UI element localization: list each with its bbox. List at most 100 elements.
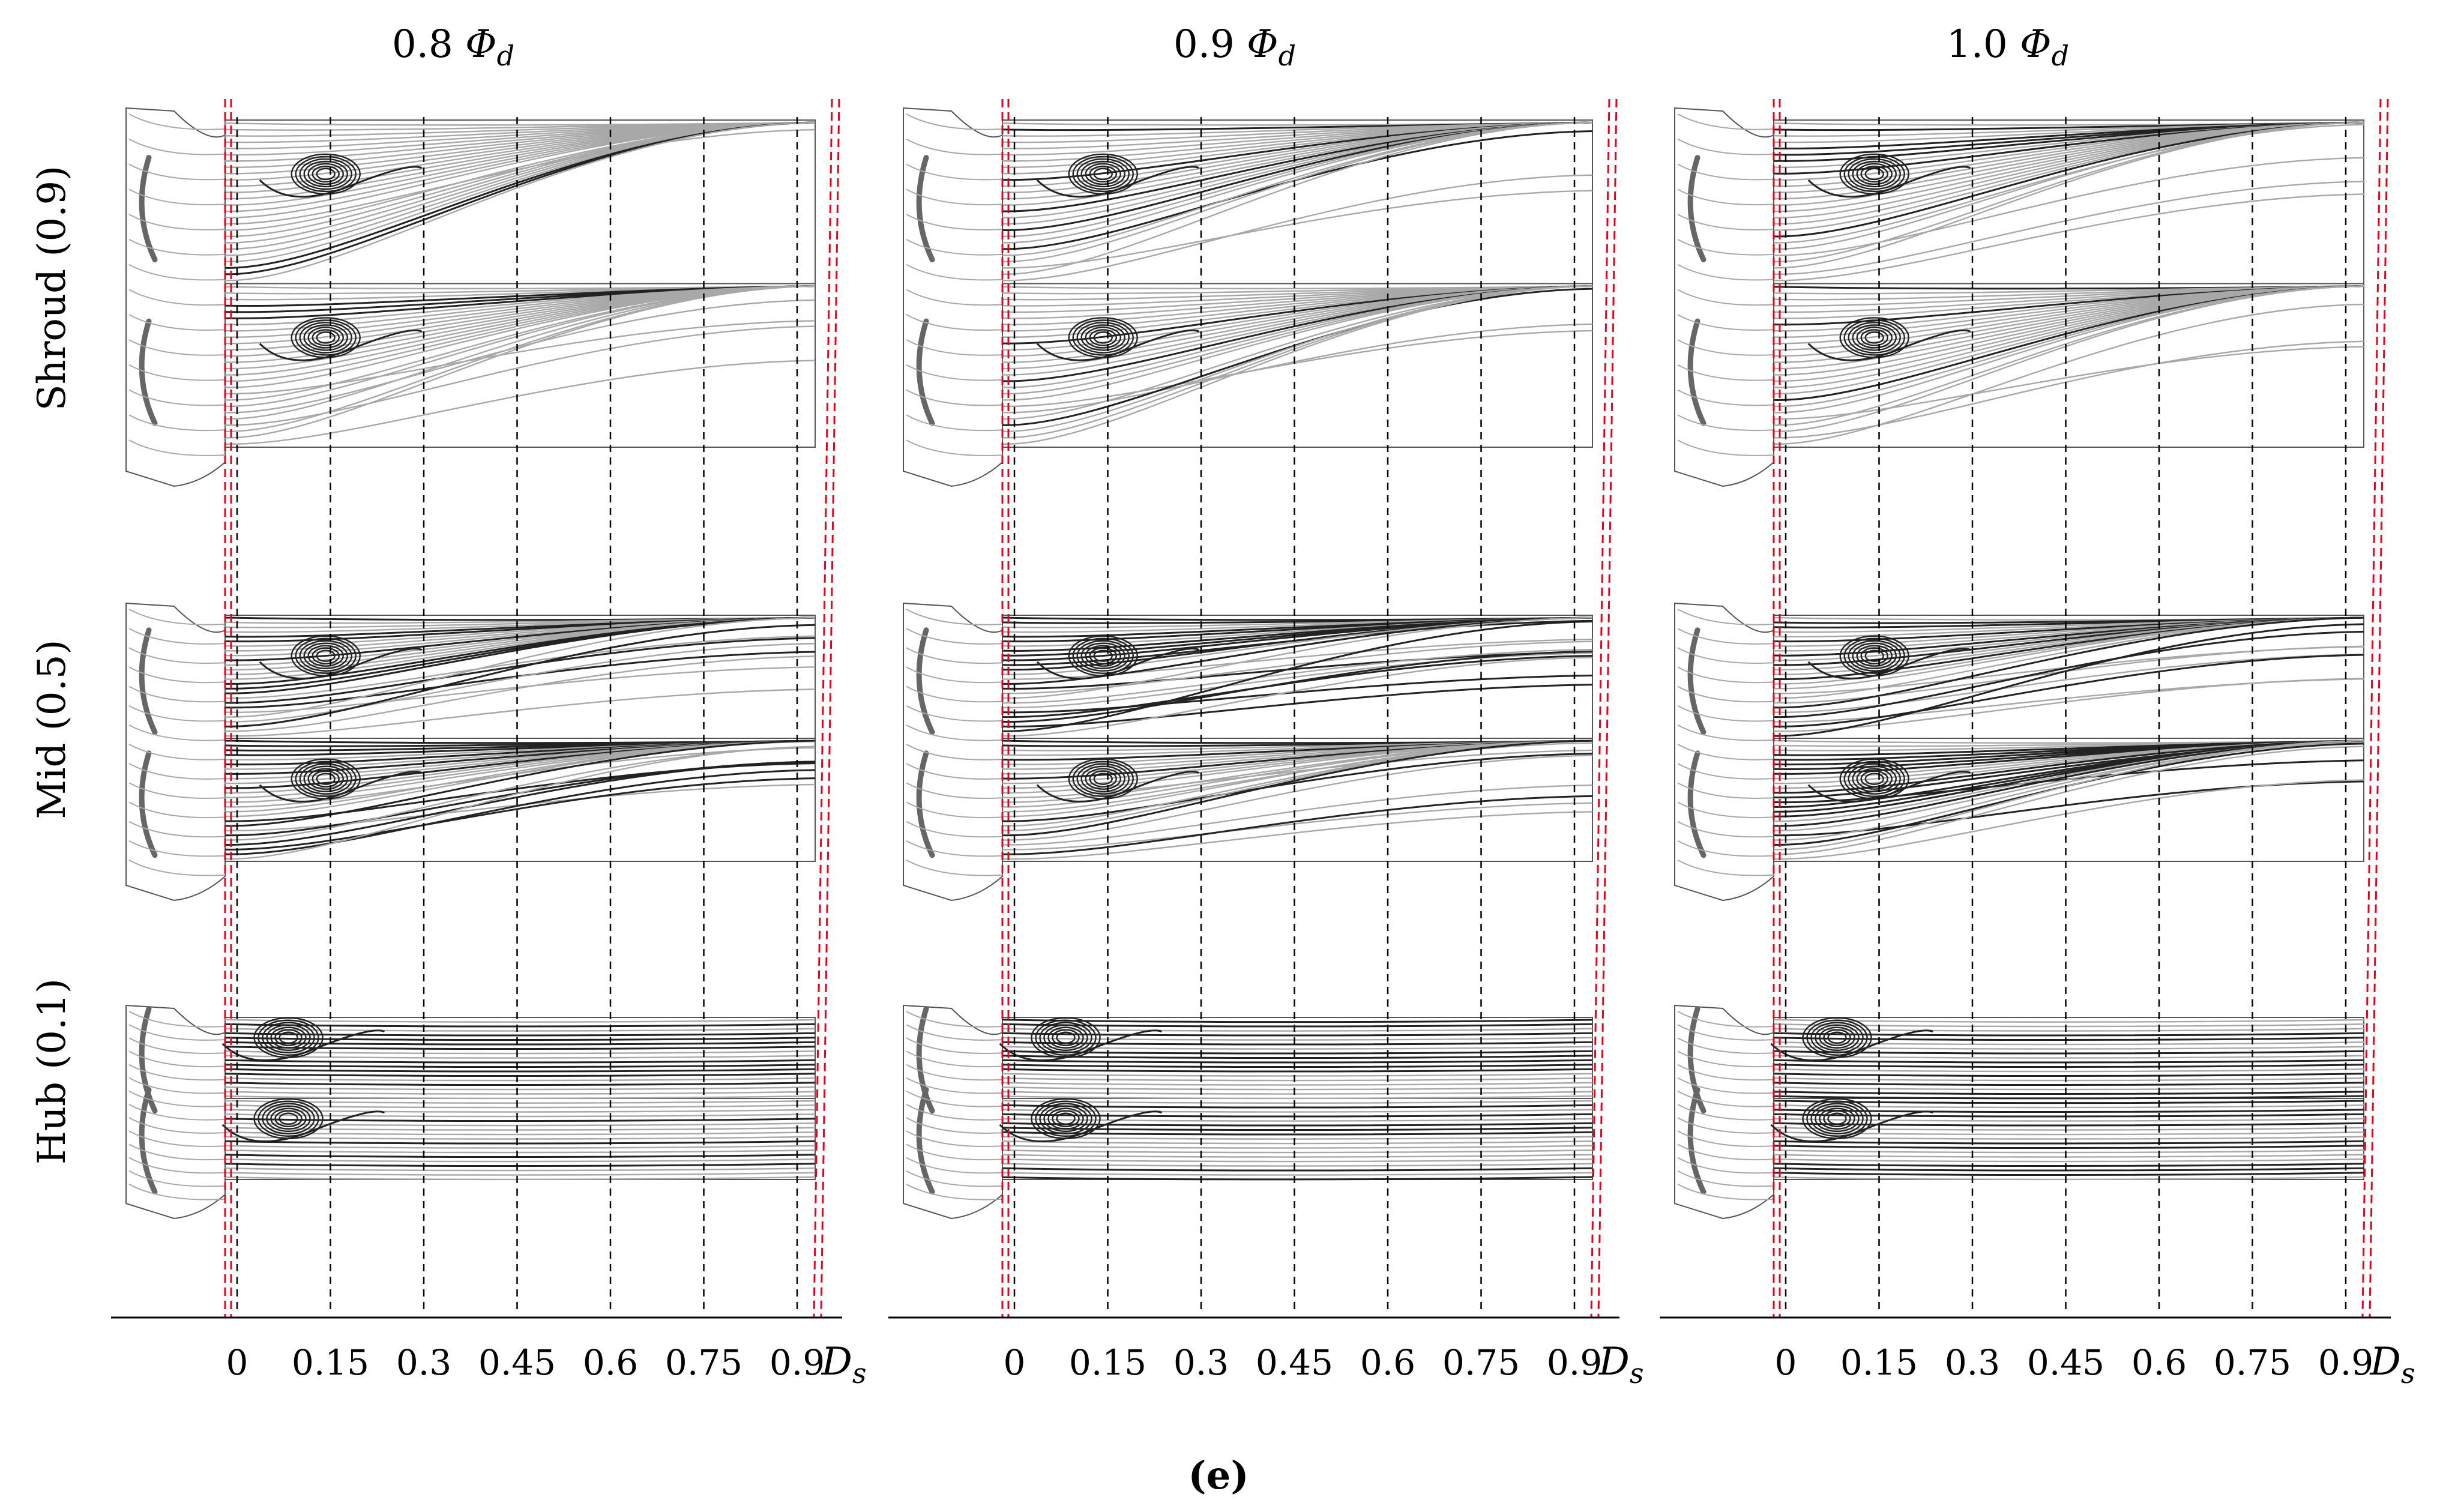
streamline [1773, 1167, 2364, 1172]
vortex-ring [307, 768, 344, 790]
separation-line [999, 1029, 1163, 1062]
streamline-panel [1674, 602, 2364, 902]
inlet-streamline [1677, 1077, 1774, 1094]
vortex-ring [1810, 1103, 1864, 1134]
inlet-streamline [128, 782, 226, 800]
streamline [1773, 1086, 2364, 1091]
vortex [1036, 317, 1200, 361]
vortex [1807, 758, 1971, 803]
x-tick-label: 0 [226, 1342, 249, 1383]
streamline [1773, 1091, 2364, 1095]
streamline [1002, 323, 1593, 414]
inlet-streamline [906, 389, 1003, 406]
inlet-streamline [1677, 289, 1774, 306]
inlet-streamline [1677, 1037, 1774, 1055]
blade-profile [139, 750, 158, 858]
separation-line [1807, 166, 1971, 198]
streamline [224, 1073, 816, 1077]
row-label-hub: Hub (0.1) [30, 978, 74, 1164]
streamline [1773, 1055, 2364, 1059]
streamline [224, 1100, 816, 1104]
inlet-streamline [128, 289, 226, 306]
vortex-ring [299, 322, 352, 354]
streamline [1002, 1136, 1593, 1140]
blade-profile [1687, 1087, 1707, 1195]
streamline [224, 1077, 816, 1082]
inlet-streamline [906, 1183, 1003, 1200]
inlet-streamline [1677, 214, 1774, 230]
streamline [224, 1172, 816, 1176]
vortex-ring [1864, 773, 1884, 785]
inlet-streamline [1677, 628, 1774, 645]
streamline-panel [903, 107, 1593, 487]
inlet-streamline [906, 821, 1003, 838]
separation-line [1036, 329, 1200, 361]
streamline [1773, 1136, 2364, 1140]
vortex-ring [1823, 1110, 1851, 1127]
inlet-streamline [128, 1130, 226, 1148]
vortex-ring [1819, 1026, 1855, 1049]
vortex-ring [1864, 167, 1884, 181]
streamline [1002, 616, 1593, 685]
vortex-ring [1056, 1112, 1076, 1125]
inlet-streamline [128, 1143, 226, 1161]
inlet-streamline [128, 188, 226, 206]
streamline [1773, 616, 2364, 709]
inlet-streamline [1677, 859, 1774, 876]
vortex-ring [303, 642, 348, 669]
inlet-streamline [128, 239, 226, 256]
streamline [1002, 1086, 1593, 1091]
streamline [224, 616, 816, 694]
inlet-streamline [1677, 1104, 1774, 1121]
vortex-ring [1843, 155, 1905, 193]
x-tick-label: 0.3 [1173, 1342, 1229, 1383]
streamline [1002, 1073, 1593, 1077]
inlet-streamline [1677, 439, 1774, 456]
panel-column-1: 0 0.15 0.3 0.45 0.6 0.75 0.9Ds [111, 98, 866, 1390]
vortex-ring [312, 329, 340, 346]
streamline [1773, 739, 2364, 827]
streamline [1773, 739, 2364, 851]
inlet-streamline [906, 666, 1003, 684]
streamline-panel [1674, 107, 2364, 487]
inlet-streamline [1677, 1011, 1774, 1028]
red-reference-line [820, 98, 840, 1318]
streamline [1002, 1149, 1593, 1154]
inlet-streamline [128, 685, 226, 703]
blade-profile [916, 318, 935, 426]
inlet-streamline [1677, 1157, 1774, 1174]
streamline [224, 1091, 816, 1095]
vortex-ring [1827, 1031, 1847, 1044]
vortex-ring [307, 645, 344, 667]
streamline [224, 285, 816, 420]
inlet-streamline [906, 609, 1003, 625]
vortex [1036, 153, 1200, 198]
inlet-streamline [128, 113, 226, 130]
x-axis-unit: Ds [2370, 1340, 2415, 1390]
inlet-streamline [906, 364, 1003, 381]
inlet-streamline [1677, 414, 1774, 432]
streamline [1002, 638, 1593, 680]
vortex [1036, 758, 1200, 803]
streamline [1002, 1172, 1593, 1176]
streamline [1002, 1077, 1593, 1082]
inlet-streamline [906, 113, 1003, 130]
vortex-ring [1843, 637, 1905, 674]
inlet-streamline [1677, 364, 1774, 381]
vortex [259, 317, 423, 361]
column-title-1: 0.8 Φd [392, 22, 514, 72]
streamline [224, 1145, 816, 1149]
x-tick-label: 0.3 [396, 1342, 451, 1383]
streamline [1002, 1158, 1593, 1163]
streamline [1002, 785, 1593, 846]
streamline [224, 1082, 816, 1086]
streamline [1773, 1032, 2364, 1037]
streamline [1002, 1167, 1593, 1172]
streamline [1002, 288, 1593, 426]
streamline [1773, 285, 2364, 414]
inlet-streamline [1677, 705, 1774, 722]
streamline [224, 783, 816, 832]
vortex-ring [1860, 165, 1888, 183]
separation-line [1036, 648, 1200, 679]
inlet-streamline [906, 439, 1003, 456]
